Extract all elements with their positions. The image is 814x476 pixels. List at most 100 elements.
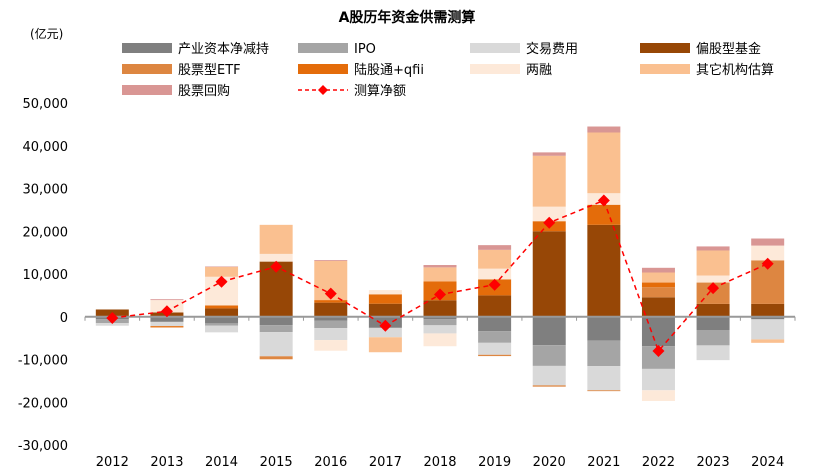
x-tick-label: 2022 <box>642 455 675 470</box>
bar-segment-2018-产业资本净减持 <box>423 316 457 320</box>
bar-segment-2014-IPO <box>205 323 239 326</box>
bar-segment-2020-其它机构估算 <box>532 155 566 207</box>
bar-segment-2012-交易费用 <box>95 323 129 326</box>
x-tick-label: 2014 <box>205 455 238 470</box>
bar-segment-2015-其它机构估算 <box>259 224 293 254</box>
y-tick-label: 30,000 <box>23 183 69 198</box>
y-tick-label: -30,000 <box>18 439 68 454</box>
bar-segment-2019-股票型ETF <box>478 354 512 357</box>
bar-segment-2016-股票回购 <box>314 260 348 261</box>
bar-segment-2013-股票回购 <box>150 299 184 301</box>
bar-segment-2024-偏股型基金 <box>751 303 785 317</box>
legend-swatch <box>640 43 690 53</box>
net-marker-2021 <box>597 194 610 207</box>
net-marker-2023 <box>707 282 720 295</box>
bar-segment-2018-两融 <box>423 333 457 347</box>
net-marker-2024 <box>761 257 774 270</box>
legend-label: 其它机构估算 <box>696 62 774 78</box>
bar-segment-2018-IPO <box>423 319 457 326</box>
bar-segment-2019-产业资本净减持 <box>478 316 512 332</box>
y-axis: -30,000 -20,000 -10,000 0 10,000 20,000 30,000… <box>18 97 68 454</box>
x-tick-label: 2023 <box>697 455 730 470</box>
bar-segment-2018-交易费用 <box>423 325 457 334</box>
bar-segment-2022-股票型ETF <box>641 287 675 298</box>
legend-swatch <box>640 64 690 74</box>
bar-segment-2021-其它机构估算 <box>587 132 621 194</box>
legend-label: 测算净额 <box>354 84 406 99</box>
bar-segment-2019-两融 <box>478 268 512 280</box>
net-marker-2016 <box>324 287 337 300</box>
bar-segment-2016-交易费用 <box>314 328 348 341</box>
bar-segment-2017-其它机构估算 <box>368 337 402 353</box>
legend-item: 两融 <box>470 63 552 78</box>
bar-segment-2016-产业资本净减持 <box>314 316 348 321</box>
bar-segment-2014-偏股型基金 <box>205 308 239 317</box>
bar-segment-2016-偏股型基金 <box>314 302 348 317</box>
bar-segment-2021-交易费用 <box>587 366 621 391</box>
y-tick-label: -10,000 <box>18 354 68 369</box>
legend-swatch <box>122 85 172 95</box>
bar-segment-2023-两融 <box>696 275 730 283</box>
legend-label: IPO <box>354 42 376 57</box>
bar-segment-2022-陆股通+qfii <box>641 282 675 288</box>
bar-segment-2017-偏股型基金 <box>368 303 402 317</box>
net-marker-2019 <box>488 278 501 291</box>
y-tick-label: 50,000 <box>23 97 69 112</box>
bar-segment-2024-股票回购 <box>751 238 785 246</box>
legend-item: 股票型ETF <box>122 63 241 78</box>
bar-segment-2021-IPO <box>587 340 621 367</box>
legend-item: 股票回购 <box>122 83 230 99</box>
y-tick-label: 20,000 <box>23 225 69 240</box>
bar-segment-2023-股票回购 <box>696 246 730 251</box>
bar-segment-2023-交易费用 <box>696 345 730 361</box>
net-marker-2013 <box>160 305 173 318</box>
bar-segment-2018-股票回购 <box>423 265 457 268</box>
legend-item: 测算净额 <box>298 84 406 99</box>
legend-swatch <box>122 43 172 53</box>
bar-segment-2016-两融 <box>314 340 348 351</box>
legend-swatch <box>298 64 348 74</box>
x-tick-label: 2015 <box>260 455 293 470</box>
net-marker-2012 <box>106 312 119 325</box>
x-tick-label: 2017 <box>369 455 402 470</box>
bar-segment-2022-两融 <box>641 390 675 401</box>
bar-segment-2019-IPO <box>478 331 512 343</box>
bar-segment-2023-其它机构估算 <box>696 250 730 276</box>
y-tick-label: 0 <box>60 311 68 326</box>
bar-segment-2024-两融 <box>751 245 785 261</box>
bar-segment-2020-股票回购 <box>532 152 566 156</box>
bar-segment-2020-IPO <box>532 345 566 366</box>
net-marker-2014 <box>215 275 228 288</box>
bar-segment-2015-IPO <box>259 325 293 333</box>
net-marker-2020 <box>543 216 556 229</box>
bar-segment-2022-IPO <box>641 346 675 369</box>
x-tick-label: 2019 <box>478 455 511 470</box>
bar-segment-2014-产业资本净减持 <box>205 316 239 324</box>
bar-segment-2022-交易费用 <box>641 368 675 391</box>
y-tick-label: 10,000 <box>23 268 69 283</box>
bar-segment-2017-交易费用 <box>368 327 402 338</box>
bar-segment-2020-偏股型基金 <box>532 231 566 317</box>
legend-item: 偏股型基金 <box>640 41 761 57</box>
bar-segment-2019-交易费用 <box>478 342 512 355</box>
bar-segment-2015-两融 <box>259 253 293 262</box>
x-tick-label: 2013 <box>150 455 183 470</box>
bar-segment-2016-陆股通+qfii <box>314 300 348 303</box>
y-tick-label: 40,000 <box>23 140 69 155</box>
net-marker-2018 <box>434 288 446 301</box>
bar-segment-2021-股票回购 <box>587 126 621 133</box>
bar-segment-2023-偏股型基金 <box>696 303 730 317</box>
legend-swatch <box>122 64 172 74</box>
bar-segment-2021-产业资本净减持 <box>587 316 621 341</box>
bar-segment-2015-交易费用 <box>259 332 293 357</box>
bar-segment-2013-交易费用 <box>150 321 184 327</box>
x-tick-label: 2020 <box>533 455 566 470</box>
x-tick-label: 2016 <box>314 455 347 470</box>
net-marker-2015 <box>270 260 283 273</box>
legend-label: 产业资本净减持 <box>178 42 269 57</box>
legend-label: 股票回购 <box>178 83 230 99</box>
legend-label: 两融 <box>526 63 552 78</box>
bar-segment-2014-陆股通+qfii <box>205 305 239 309</box>
bar-segment-2021-陆股通+qfii <box>587 204 621 225</box>
